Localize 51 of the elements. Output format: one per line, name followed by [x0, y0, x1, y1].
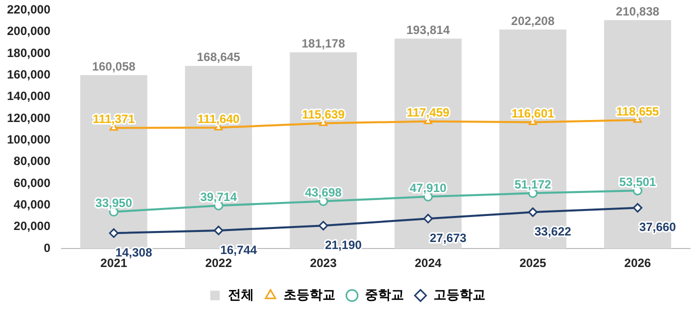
- data-label: 47,910: [410, 180, 447, 195]
- y-tick-label: 60,000: [14, 176, 51, 190]
- legend-label: 전체: [228, 287, 254, 302]
- x-tick-label: 2024: [414, 256, 442, 270]
- data-label: 51,172: [514, 177, 552, 192]
- y-tick-label: 20,000: [14, 219, 51, 234]
- y-tick-label: 140,000: [6, 89, 51, 104]
- y-tick-label: 180,000: [6, 46, 51, 60]
- y-tick-label: 40,000: [14, 198, 51, 212]
- y-tick-label: 220,000: [6, 2, 51, 17]
- data-label: 33,622: [534, 224, 572, 238]
- data-label: 168,645: [196, 50, 241, 64]
- data-label: 53,501: [619, 174, 656, 189]
- data-label: 181,178: [302, 36, 346, 51]
- bar: [80, 75, 148, 249]
- legend-label: 고등학교: [434, 287, 486, 302]
- point: [528, 207, 538, 217]
- y-tick-label: 120,000: [6, 110, 51, 125]
- x-tick-label: 2025: [519, 256, 547, 270]
- point: [109, 228, 119, 238]
- x-tick-label: 2023: [310, 256, 337, 270]
- y-tick-label: 80,000: [14, 154, 51, 168]
- data-label: 193,814: [406, 22, 450, 37]
- data-label: 16,744: [220, 242, 258, 257]
- data-label: 117,459: [406, 106, 450, 120]
- y-tick-label: 200,000: [6, 24, 51, 38]
- data-label: 210,838: [616, 4, 660, 18]
- y-tick-label: 0: [44, 240, 51, 255]
- data-label: 39,714: [200, 190, 238, 204]
- point: [318, 220, 328, 230]
- data-label: 116,601: [511, 106, 555, 121]
- y-tick-label: 160,000: [6, 68, 51, 82]
- data-label: 202,208: [511, 14, 555, 28]
- x-tick-label: 2026: [624, 256, 652, 270]
- data-label: 111,640: [198, 112, 240, 126]
- point: [423, 214, 433, 224]
- data-label: 43,698: [304, 186, 342, 200]
- legend-label: 초등학교: [284, 287, 336, 302]
- data-label: 115,639: [302, 108, 345, 122]
- point: [214, 226, 224, 236]
- data-label: 21,190: [324, 238, 362, 252]
- x-tick-label: 2022: [205, 256, 232, 270]
- data-label: 27,673: [430, 230, 467, 245]
- data-label: 160,058: [92, 59, 136, 74]
- point: [632, 203, 642, 213]
- data-label: 37,660: [639, 220, 676, 234]
- data-label: 111,371: [92, 112, 136, 126]
- data-label: 33,950: [95, 196, 132, 210]
- legend-label: 중학교: [365, 287, 404, 302]
- data-label: 118,655: [616, 104, 660, 118]
- y-tick-label: 100,000: [6, 132, 51, 147]
